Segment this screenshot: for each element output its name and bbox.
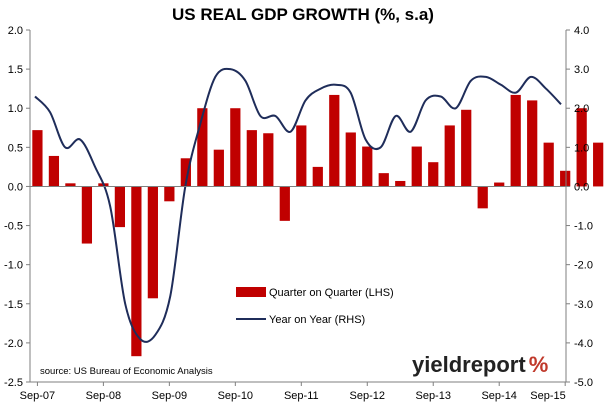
x-tick-label: Sep-09 (152, 390, 187, 402)
qoq-bar (263, 133, 274, 187)
y-right-tick-label: 0.0 (574, 181, 589, 193)
x-tick-label: Sep-12 (350, 390, 385, 402)
qoq-bar (180, 158, 191, 187)
qoq-bar (576, 108, 587, 187)
qoq-bar (345, 132, 356, 187)
qoq-bar (131, 186, 142, 357)
x-tick-label: Sep-08 (86, 390, 121, 402)
x-tick-label: Sep-13 (415, 390, 450, 402)
qoq-bar (560, 170, 571, 187)
qoq-bar (378, 173, 389, 187)
qoq-bar (114, 186, 125, 228)
y-right-tick-label: 2.0 (574, 103, 589, 115)
qoq-bar (444, 125, 455, 187)
qoq-bar (213, 149, 224, 187)
qoq-bar (164, 186, 175, 202)
y-right-tick-label: 4.0 (574, 25, 589, 37)
svg-text:yieldreport%: yieldreport% (412, 352, 548, 377)
y-left-tick-label: 1.5 (8, 64, 23, 76)
qoq-bar (279, 186, 290, 221)
y-right-tick-label: 3.0 (574, 64, 589, 76)
y-left-tick-label: -2.5 (4, 377, 23, 389)
y-right-tick-label: 1.0 (574, 142, 589, 154)
qoq-bar (312, 166, 323, 187)
qoq-bar (246, 130, 257, 187)
y-right-tick-label: -4.0 (574, 338, 593, 350)
y-left-tick-label: 2.0 (8, 25, 23, 37)
qoq-bar (32, 130, 43, 187)
y-left-tick-label: -1.5 (4, 299, 23, 311)
x-tick-label: Sep-07 (20, 390, 55, 402)
qoq-bar (48, 155, 60, 187)
qoq-bar (527, 100, 538, 187)
x-tick-label: Sep-15 (530, 390, 565, 402)
y-left-tick-label: -0.5 (4, 221, 23, 233)
qoq-bar (329, 94, 340, 187)
y-left-tick-label: 0.0 (8, 181, 23, 193)
qoq-bar (428, 162, 439, 187)
qoq-bar (81, 186, 93, 244)
legend: Quarter on Quarter (LHS) Year on Year (R… (236, 287, 394, 326)
yoy-line (34, 67, 562, 343)
source-note: source: US Bureau of Economic Analysis (40, 366, 213, 377)
qoq-bar (395, 180, 406, 187)
yieldreport-logo: yieldreport% (412, 352, 548, 377)
qoq-bar (494, 182, 505, 187)
legend-swatch-bar (236, 287, 266, 297)
x-tick-label: Sep-11 (284, 390, 319, 402)
qoq-bar (461, 109, 472, 187)
x-tick-label: Sep-14 (481, 390, 516, 402)
qoq-bar (543, 142, 554, 187)
y-right-tick-label: -1.0 (574, 221, 593, 233)
y-left-tick-label: 1.0 (8, 103, 23, 115)
legend-label-line: Year on Year (RHS) (269, 314, 365, 326)
y-right-tick-label: -3.0 (574, 299, 593, 311)
qoq-bar (477, 186, 488, 209)
qoq-bar (197, 108, 208, 187)
qoq-bar (65, 183, 76, 187)
qoq-bar (230, 108, 241, 187)
qoq-bar (510, 94, 521, 187)
y-left-tick-label: -1.0 (4, 260, 23, 272)
x-tick-label: Sep-10 (218, 390, 253, 402)
qoq-bar (147, 186, 158, 299)
chart-title: US REAL GDP GROWTH (%, s.a) (172, 5, 434, 24)
qoq-bar (296, 125, 307, 187)
y-right-tick-label: -2.0 (574, 260, 593, 272)
y-right-tick-label: -5.0 (574, 377, 593, 389)
qoq-bar (593, 142, 604, 187)
y-left-tick-label: 0.5 (8, 142, 23, 154)
qoq-bar (411, 146, 422, 187)
legend-label-bar: Quarter on Quarter (LHS) (269, 287, 394, 299)
y-left-tick-label: -2.0 (4, 338, 23, 350)
qoq-bar (362, 146, 373, 187)
